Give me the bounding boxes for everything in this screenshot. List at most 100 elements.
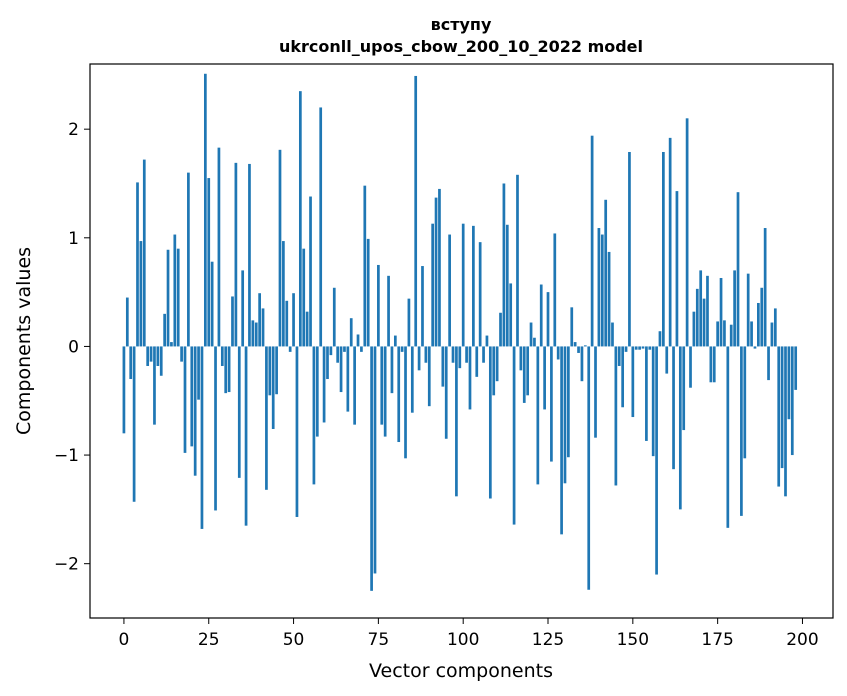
bar xyxy=(550,346,553,462)
bar xyxy=(672,346,675,470)
bar xyxy=(512,346,516,525)
bar xyxy=(750,321,753,347)
bar xyxy=(265,346,268,490)
bar xyxy=(302,248,306,347)
bar xyxy=(465,346,468,363)
bar xyxy=(393,335,397,347)
y-tick-label: 1 xyxy=(68,229,79,249)
bar xyxy=(366,238,370,347)
bar xyxy=(153,346,156,425)
bar xyxy=(478,242,482,347)
bar xyxy=(282,241,285,347)
bar xyxy=(583,345,587,347)
bar xyxy=(794,346,798,390)
bar xyxy=(268,346,272,396)
bar xyxy=(645,346,648,441)
bar xyxy=(699,270,703,347)
bar xyxy=(621,346,625,408)
bar xyxy=(309,196,312,347)
chart-title-line-1: вступу xyxy=(431,15,492,34)
bar xyxy=(315,346,319,437)
bar xyxy=(271,346,275,429)
bar xyxy=(170,342,173,347)
bar xyxy=(180,346,183,362)
bar xyxy=(668,137,672,347)
bar xyxy=(604,199,608,347)
bar xyxy=(488,346,492,499)
bar xyxy=(434,197,438,347)
bar xyxy=(427,346,431,407)
bar xyxy=(234,162,238,347)
bar xyxy=(353,346,356,425)
bar xyxy=(261,308,265,347)
bar xyxy=(237,346,241,478)
bar xyxy=(312,346,316,485)
x-tick-label: 50 xyxy=(283,630,305,650)
bar xyxy=(482,346,485,363)
bar xyxy=(183,346,187,453)
bar xyxy=(767,346,770,381)
bar xyxy=(444,346,448,439)
bar xyxy=(136,182,139,347)
bar xyxy=(634,346,638,350)
bar xyxy=(248,163,251,347)
bar xyxy=(346,346,350,412)
axes: 0 25 50 75 100 125 150 175 200 −2 −1 0 1 2 xyxy=(54,63,834,650)
bar xyxy=(410,346,414,413)
bar xyxy=(448,234,451,347)
bar xyxy=(580,346,584,382)
bar xyxy=(329,346,333,356)
bar xyxy=(377,264,380,347)
bar xyxy=(193,346,197,476)
bar xyxy=(753,346,757,349)
bar xyxy=(536,346,540,485)
bar xyxy=(414,75,418,347)
bar xyxy=(400,346,404,352)
bar xyxy=(472,225,475,347)
bar xyxy=(631,346,635,418)
bar xyxy=(611,322,614,347)
bar xyxy=(638,346,641,350)
bar xyxy=(651,346,655,457)
bar xyxy=(285,300,289,347)
bar xyxy=(421,266,424,347)
bar xyxy=(159,346,163,376)
bar xyxy=(784,346,787,497)
bar xyxy=(760,287,764,347)
bar xyxy=(187,172,190,347)
bar xyxy=(723,320,726,347)
bar xyxy=(790,346,794,456)
y-tick-label: 0 xyxy=(68,337,79,357)
bar xyxy=(563,346,567,484)
bar xyxy=(380,346,384,425)
x-tick-label: 25 xyxy=(198,630,220,650)
bar xyxy=(736,192,740,347)
bar xyxy=(495,346,499,382)
bar xyxy=(220,346,224,366)
x-tick-label: 100 xyxy=(447,630,479,650)
bar xyxy=(733,270,736,347)
bar xyxy=(719,277,723,347)
bar xyxy=(305,311,309,347)
bar xyxy=(556,346,560,360)
bar xyxy=(451,346,455,363)
bar xyxy=(326,346,329,380)
bar xyxy=(407,298,411,347)
bar xyxy=(125,297,129,347)
bar xyxy=(231,296,234,347)
y-tick-label: −1 xyxy=(54,446,79,466)
bar xyxy=(533,337,536,347)
bar xyxy=(628,151,631,347)
bar xyxy=(505,224,509,347)
bar xyxy=(360,346,363,352)
bar xyxy=(502,183,506,347)
bar xyxy=(214,346,217,511)
bar xyxy=(251,320,255,347)
bar xyxy=(227,346,231,393)
bar xyxy=(519,346,523,371)
bar xyxy=(431,223,435,347)
bar xyxy=(207,178,211,347)
bar xyxy=(577,346,580,353)
bar xyxy=(746,273,750,347)
